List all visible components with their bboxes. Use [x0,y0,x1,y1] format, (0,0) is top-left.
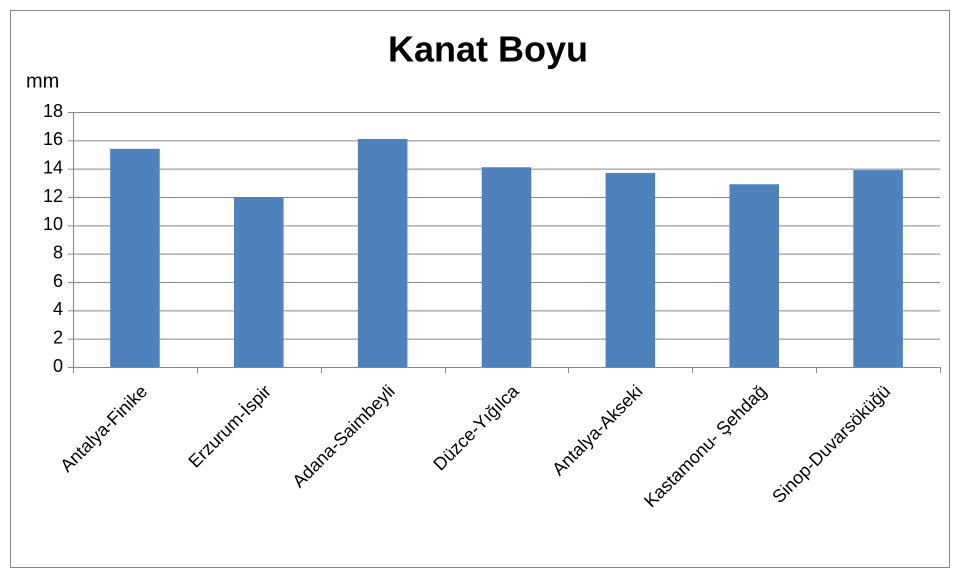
y-tick-label: 6 [53,271,63,291]
chart-border [10,10,950,568]
bar [605,172,656,367]
y-axis-label: mm [26,70,59,92]
y-tick-label: 10 [43,214,63,234]
y-tick-label: 14 [43,157,63,177]
y-tick-label: 18 [43,101,63,121]
y-tick-label: 4 [53,299,63,319]
bar [357,138,408,367]
bar [481,167,532,367]
bar [234,197,284,367]
bar [853,170,903,367]
bar [729,184,779,367]
bar [110,148,160,367]
y-tick-label: 16 [43,129,63,149]
y-tick-label: 0 [53,356,63,376]
y-tick-label: 12 [43,186,63,206]
y-tick-label: 8 [53,242,63,262]
y-tick-label: 2 [53,327,63,347]
chart-title: Kanat Boyu [388,29,588,70]
